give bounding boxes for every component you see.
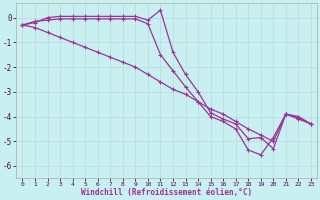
X-axis label: Windchill (Refroidissement éolien,°C): Windchill (Refroidissement éolien,°C)	[81, 188, 252, 197]
